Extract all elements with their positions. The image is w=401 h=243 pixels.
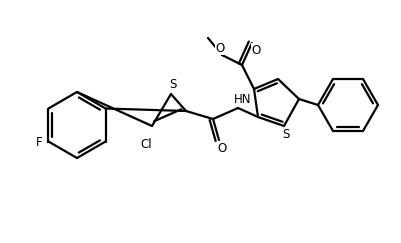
Text: O: O: [251, 43, 260, 57]
Text: S: S: [169, 78, 176, 90]
Text: O: O: [215, 42, 224, 54]
Text: HN: HN: [234, 93, 251, 105]
Text: F: F: [36, 136, 43, 149]
Text: O: O: [217, 141, 226, 155]
Text: Cl: Cl: [140, 138, 152, 150]
Text: S: S: [282, 129, 289, 141]
